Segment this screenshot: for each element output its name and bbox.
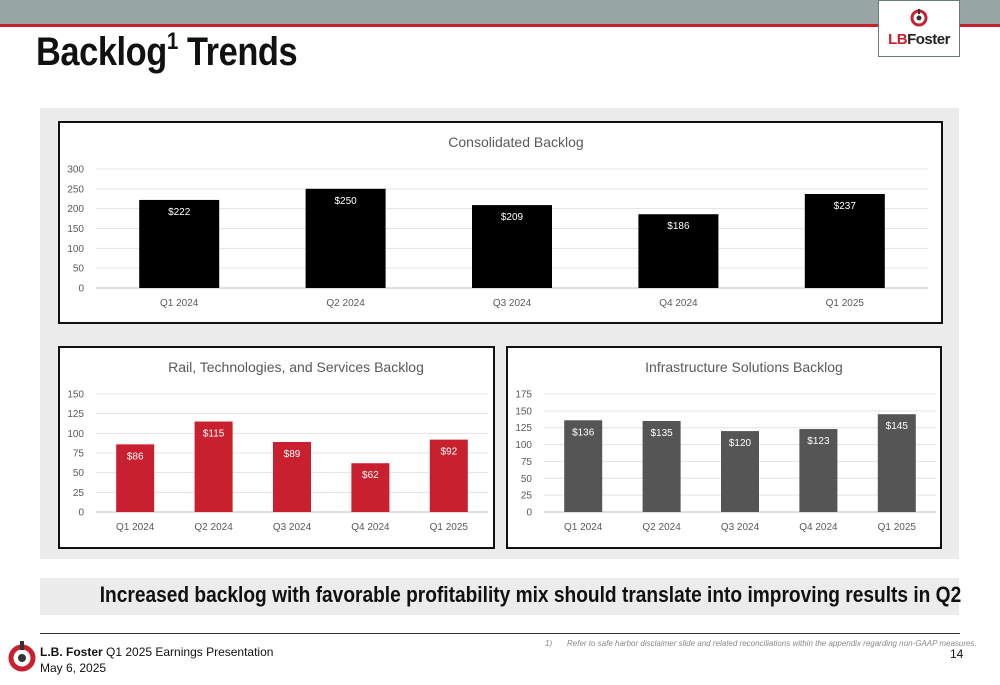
title-footnote-ref: 1 <box>166 28 178 55</box>
y-tick-label: 100 <box>67 244 84 255</box>
bar <box>429 439 468 512</box>
x-tick-label: Q2 2024 <box>326 298 365 309</box>
y-tick-label: 150 <box>67 390 84 401</box>
x-tick-label: Q2 2024 <box>642 522 681 533</box>
data-label: $62 <box>362 470 379 481</box>
logo-mark-icon <box>910 9 928 27</box>
footnote: 1) Refer to safe harbor disclaimer slide … <box>545 639 977 648</box>
x-tick-label: Q3 2024 <box>493 298 532 309</box>
y-tick-label: 100 <box>515 440 532 451</box>
data-label: $89 <box>284 449 301 460</box>
y-tick-label: 25 <box>73 488 85 499</box>
consolidated-backlog-chart: Consolidated Backlog 0 50 100 150 200 250 300 $2… <box>58 121 943 324</box>
y-tick-label: 150 <box>515 406 532 417</box>
y-tick-label: 50 <box>73 264 85 275</box>
y-tick-label: 300 <box>67 165 84 176</box>
data-label: $250 <box>334 196 357 207</box>
y-tick-label: 125 <box>67 409 84 420</box>
callout-text: Increased backlog with favorable profita… <box>99 582 962 607</box>
infrastructure-backlog-svg: Infrastructure Solutions Backlog 0 25 50 75 1… <box>515 359 936 533</box>
bar <box>194 421 233 512</box>
bar <box>564 420 603 512</box>
y-tick-label: 25 <box>521 491 533 502</box>
bar <box>273 441 311 512</box>
footer-logo-icon <box>8 641 36 672</box>
bar <box>116 444 155 512</box>
y-tick-label: 0 <box>526 508 532 519</box>
rail-backlog-svg: Rail, Technologies, and Services Backlog… <box>67 359 488 533</box>
bar <box>305 188 386 288</box>
data-label: $115 <box>203 429 225 440</box>
x-tick-label: Q1 2024 <box>160 298 199 309</box>
bar <box>638 214 719 288</box>
rail-backlog-chart: Rail, Technologies, and Services Backlog… <box>58 346 495 549</box>
infrastructure-backlog-chart: Infrastructure Solutions Backlog 0 25 50 75 1… <box>506 346 942 549</box>
bar <box>472 205 552 288</box>
y-tick-label: 0 <box>78 508 84 519</box>
y-tick-label: 50 <box>521 474 533 485</box>
top-banner <box>0 0 1000 24</box>
page-number: 14 <box>950 647 964 661</box>
y-tick-label: 75 <box>521 457 533 468</box>
x-tick-label: Q1 2025 <box>430 522 469 533</box>
x-tick-label: Q1 2024 <box>116 522 155 533</box>
x-tick-label: Q1 2024 <box>564 522 603 533</box>
data-label: $135 <box>650 428 673 439</box>
x-tick-label: Q2 2024 <box>194 522 233 533</box>
top-accent-line <box>0 24 1000 27</box>
y-tick-label: 125 <box>515 423 532 434</box>
y-tick-label: 250 <box>67 184 84 195</box>
x-tick-label: Q1 2025 <box>826 298 865 309</box>
data-label: $92 <box>440 447 457 458</box>
logo-wordmark: LBFoster <box>888 31 950 48</box>
callout-banner: Increased backlog with favorable profita… <box>40 578 962 615</box>
y-tick-label: 50 <box>73 468 85 479</box>
data-label: $136 <box>572 427 595 438</box>
bar <box>642 420 681 512</box>
data-label: $186 <box>667 221 690 232</box>
y-tick-label: 100 <box>67 429 84 440</box>
page-title: Backlog1 Trends <box>36 28 298 74</box>
data-label: $222 <box>168 207 191 218</box>
data-label: $120 <box>729 438 752 449</box>
bar <box>877 414 916 512</box>
y-tick-label: 200 <box>67 204 84 215</box>
y-tick-label: 0 <box>78 284 84 295</box>
chart-title: Infrastructure Solutions Backlog <box>645 359 843 375</box>
bar <box>804 193 885 288</box>
x-tick-label: Q3 2024 <box>721 522 760 533</box>
chart-title: Rail, Technologies, and Services Backlog <box>168 359 424 375</box>
y-tick-label: 75 <box>73 449 85 460</box>
bar <box>799 429 838 512</box>
x-tick-label: Q4 2024 <box>351 522 390 533</box>
charts-panel: Consolidated Backlog 0 50 100 150 200 250 300 $2… <box>40 108 959 559</box>
consolidated-backlog-svg: Consolidated Backlog 0 50 100 150 200 250 300 $2… <box>67 134 928 309</box>
footer-date: May 6, 2025 <box>40 661 107 675</box>
chart-title: Consolidated Backlog <box>448 134 583 150</box>
bar <box>721 431 759 512</box>
data-label: $123 <box>807 436 830 447</box>
company-logo: LBFoster <box>878 0 960 57</box>
bar <box>139 199 220 288</box>
x-tick-label: Q1 2025 <box>878 522 917 533</box>
data-label: $237 <box>834 201 857 212</box>
footer-company: L.B. Foster Q1 2025 Earnings Presentatio… <box>40 645 274 659</box>
y-tick-label: 175 <box>515 390 532 401</box>
bar <box>351 463 390 512</box>
data-label: $145 <box>886 421 909 432</box>
x-tick-label: Q4 2024 <box>799 522 838 533</box>
data-label: $86 <box>127 451 144 462</box>
footer-divider <box>40 633 960 634</box>
y-tick-label: 150 <box>67 224 84 235</box>
data-label: $209 <box>501 212 524 223</box>
x-tick-label: Q3 2024 <box>273 522 312 533</box>
x-tick-label: Q4 2024 <box>659 298 698 309</box>
